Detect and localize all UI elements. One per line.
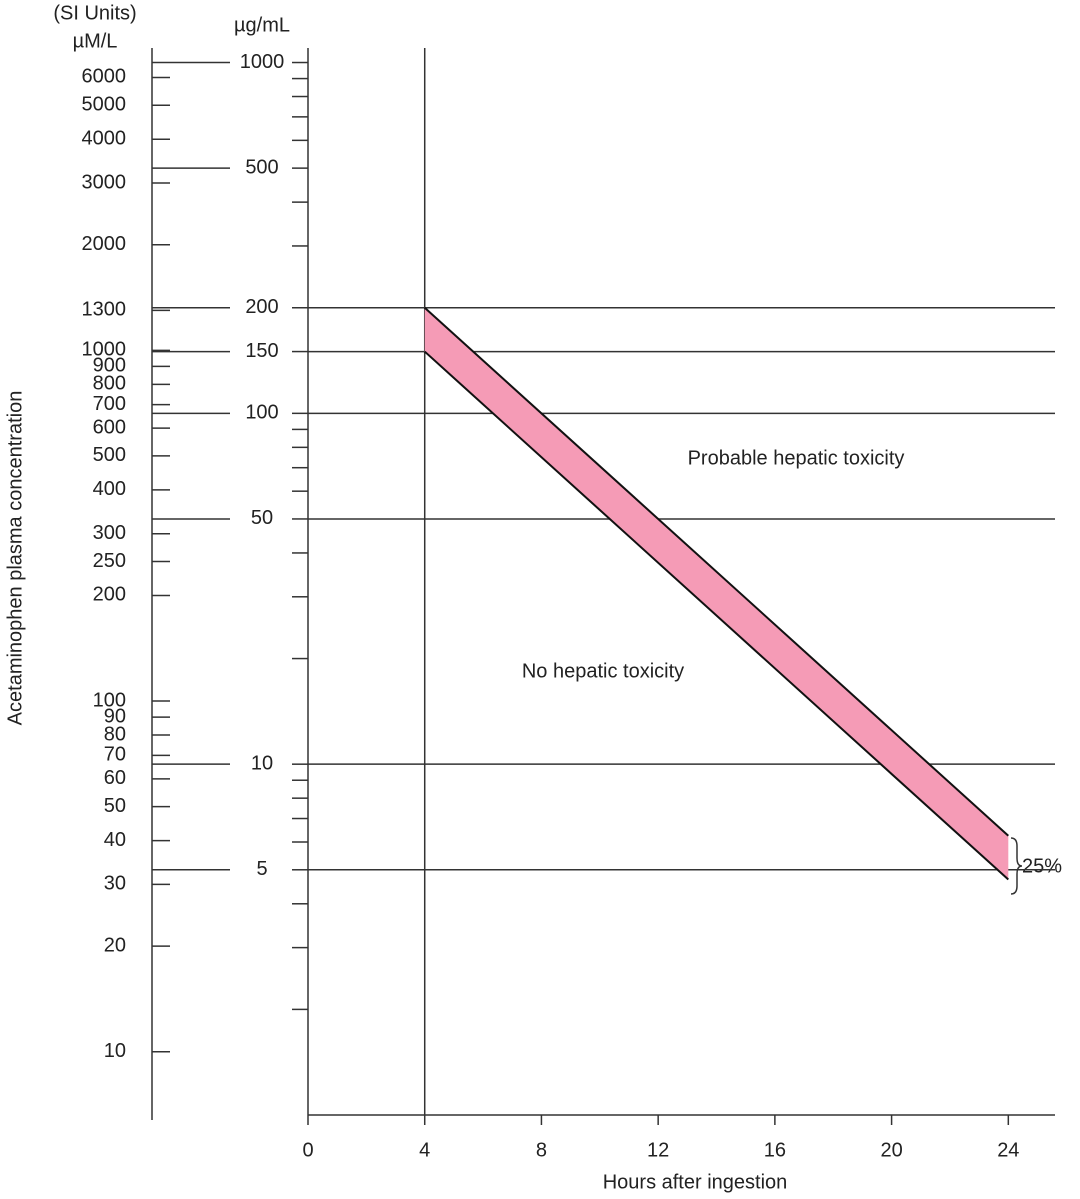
y2-axis-label: (SI Units) (53, 2, 136, 24)
x-tick-label: 16 (764, 1139, 786, 1161)
y2-tick-label: 60 (104, 767, 126, 789)
y-tick-label: 150 (245, 340, 278, 362)
y2-axis-unit: µM/L (73, 30, 118, 52)
y2-tick-label: 90 (104, 705, 126, 727)
y-axis-unit: µg/mL (234, 14, 290, 36)
y-tick-label: 5 (256, 858, 267, 880)
y2-tick-label: 20 (104, 934, 126, 956)
x-axis-label: Hours after ingestion (603, 1171, 788, 1193)
y2-tick-label: 3000 (82, 171, 127, 193)
lower-line (424, 350, 1009, 881)
band (424, 307, 1009, 880)
y2-tick-label: 1000 (82, 339, 127, 361)
y2-tick-label: 800 (93, 373, 126, 395)
y-tick-label: 500 (245, 156, 278, 178)
y2-tick-label: 5000 (82, 94, 127, 116)
x-tick-label: 20 (880, 1139, 902, 1161)
y2-tick-label: 4000 (82, 127, 127, 149)
y2-tick-label: 600 (93, 416, 126, 438)
x-tick-label: 24 (997, 1139, 1019, 1161)
x-tick-label: 4 (419, 1139, 430, 1161)
y2-tick-label: 200 (93, 584, 126, 606)
y2-tick-label: 300 (93, 522, 126, 544)
y2-tick-label: 250 (93, 550, 126, 572)
y2-tick-label: 500 (93, 444, 126, 466)
y-axis-label: Acetaminophen plasma concentration (4, 391, 26, 726)
y-tick-label: 50 (251, 507, 273, 529)
y2-tick-label: 10 (104, 1040, 126, 1062)
y2-tick-label: 900 (93, 355, 126, 377)
y2-tick-label: 6000 (82, 66, 127, 88)
y2-tick-label: 400 (93, 478, 126, 500)
y-tick-label: 10 (251, 752, 273, 774)
upper-line (424, 306, 1009, 837)
y-tick-label: 1000 (240, 51, 285, 73)
x-tick-label: 0 (302, 1139, 313, 1161)
y2-tick-label: 50 (104, 795, 126, 817)
bracket (1010, 837, 1023, 895)
annotation: 25% (1022, 855, 1062, 877)
annotation: Probable hepatic toxicity (688, 447, 905, 469)
y2-tick-label: 2000 (82, 233, 127, 255)
annotation: No hepatic toxicity (522, 660, 684, 682)
y-tick-label: 100 (245, 402, 278, 424)
x-tick-label: 8 (536, 1139, 547, 1161)
x-tick-label: 12 (647, 1139, 669, 1161)
y2-tick-label: 100 (93, 689, 126, 711)
y2-tick-label: 700 (93, 393, 126, 415)
y2-tick-label: 30 (104, 873, 126, 895)
y2-tick-label: 80 (104, 723, 126, 745)
y2-tick-label: 70 (104, 744, 126, 766)
y2-tick-label: 40 (104, 829, 126, 851)
y-tick-label: 200 (245, 296, 278, 318)
y2-tick-label: 1300 (82, 299, 127, 321)
